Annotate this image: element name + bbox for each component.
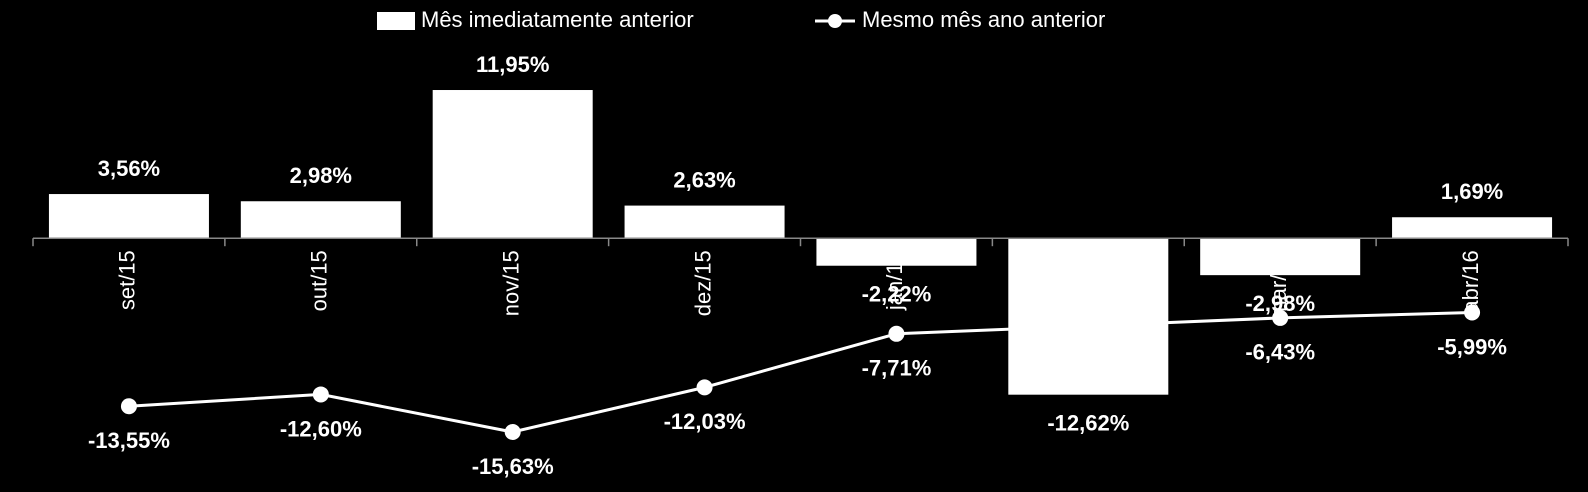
x-tick-label: set/15 (115, 250, 140, 310)
bar (1008, 238, 1169, 395)
data-label: 11,95% (476, 52, 549, 77)
bar (432, 90, 593, 239)
line (128, 310, 1473, 434)
data-label: 2,98% (290, 163, 352, 188)
bar (624, 205, 785, 239)
line-marker (1272, 309, 1289, 326)
data-label: -5,99% (1437, 334, 1507, 359)
data-label: -12,60% (280, 416, 362, 441)
x-tick-label: dez/15 (690, 250, 715, 316)
data-label: 1,69% (1441, 179, 1503, 204)
x-tick-label: fev/16 (1074, 250, 1099, 310)
bar (240, 201, 401, 239)
bar (816, 238, 977, 266)
bar (1200, 238, 1361, 276)
line-marker (696, 379, 713, 396)
line-marker (1464, 304, 1481, 321)
line-marker (504, 424, 521, 441)
line-marker (888, 325, 905, 342)
data-label: -13,55% (88, 428, 170, 453)
data-label: -12,62% (1047, 411, 1129, 436)
x-tick-label: jan/16 (882, 250, 907, 311)
legend-label: Mês imediatamente anterior (421, 7, 694, 32)
data-label: -7,71% (862, 356, 932, 381)
x-tick-label: nov/15 (499, 250, 524, 316)
data-label: -6,43% (1245, 340, 1315, 365)
bar (48, 194, 209, 239)
line-marker (120, 398, 137, 415)
line-marker (312, 386, 329, 403)
bar (1392, 217, 1553, 239)
x-tick-label: abr/16 (1458, 250, 1483, 312)
data-label: -12,03% (664, 409, 746, 434)
legend-label: Mesmo mês ano anterior (862, 7, 1105, 32)
legend-marker (828, 14, 842, 28)
data-label: 3,56% (98, 156, 160, 181)
x-tick-label: out/15 (307, 250, 332, 311)
x-tick-label: mar/16 (1266, 250, 1291, 318)
data-label: -15,63% (472, 454, 554, 479)
data-label: 2,63% (673, 167, 735, 192)
data-label: -2,22% (862, 282, 932, 307)
legend-swatch (377, 12, 415, 30)
